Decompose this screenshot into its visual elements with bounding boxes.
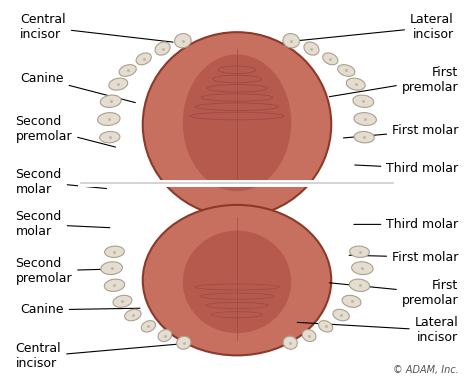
Ellipse shape (354, 132, 374, 143)
Ellipse shape (283, 34, 300, 48)
Ellipse shape (136, 53, 151, 65)
Ellipse shape (346, 78, 365, 90)
Ellipse shape (337, 65, 355, 76)
Text: Second
molar: Second molar (16, 210, 110, 238)
Text: Second
molar: Second molar (16, 168, 107, 196)
Text: Second
premolar: Second premolar (16, 114, 116, 147)
Ellipse shape (125, 309, 141, 321)
Text: Lateral
incisor: Lateral incisor (297, 316, 458, 345)
Ellipse shape (158, 329, 172, 341)
Ellipse shape (100, 95, 121, 107)
Ellipse shape (141, 321, 155, 332)
Ellipse shape (342, 295, 361, 307)
Ellipse shape (155, 42, 170, 55)
Ellipse shape (304, 42, 319, 55)
Text: First molar: First molar (349, 251, 458, 264)
Text: First
premolar: First premolar (329, 279, 458, 307)
Ellipse shape (333, 309, 349, 321)
Ellipse shape (119, 65, 137, 76)
Text: Central
incisor: Central incisor (16, 342, 183, 370)
Text: Third molar: Third molar (354, 218, 458, 231)
Ellipse shape (183, 230, 291, 333)
Ellipse shape (104, 279, 125, 291)
Ellipse shape (350, 246, 369, 257)
Ellipse shape (323, 53, 338, 65)
Text: © ADAM, Inc.: © ADAM, Inc. (393, 365, 458, 375)
Ellipse shape (352, 262, 373, 274)
Text: Third molar: Third molar (355, 162, 458, 175)
Ellipse shape (109, 78, 128, 90)
Ellipse shape (283, 336, 297, 349)
Ellipse shape (354, 113, 376, 125)
Ellipse shape (349, 279, 370, 291)
Text: Canine: Canine (20, 72, 136, 103)
Ellipse shape (143, 32, 331, 217)
Text: Central
incisor: Central incisor (20, 13, 173, 42)
Ellipse shape (143, 205, 331, 356)
Ellipse shape (101, 262, 122, 274)
Ellipse shape (319, 321, 333, 332)
Text: First
premolar: First premolar (329, 66, 458, 97)
Ellipse shape (302, 329, 316, 341)
Text: Lateral
incisor: Lateral incisor (283, 13, 454, 42)
Ellipse shape (353, 95, 374, 107)
Ellipse shape (183, 55, 291, 191)
Ellipse shape (105, 246, 124, 257)
Ellipse shape (98, 113, 120, 125)
Ellipse shape (177, 336, 191, 349)
Ellipse shape (113, 295, 132, 307)
Ellipse shape (100, 132, 120, 143)
Text: Canine: Canine (20, 304, 140, 316)
Text: First molar: First molar (344, 124, 458, 138)
Ellipse shape (174, 34, 191, 48)
Text: Second
premolar: Second premolar (16, 257, 118, 285)
